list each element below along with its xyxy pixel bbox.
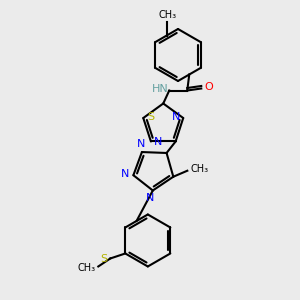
Text: O: O: [204, 82, 213, 92]
Text: N: N: [172, 112, 180, 122]
Text: N: N: [146, 194, 154, 203]
Text: N: N: [154, 137, 162, 148]
Text: S: S: [101, 254, 108, 265]
Text: CH₃: CH₃: [77, 263, 95, 274]
Text: S: S: [148, 112, 155, 122]
Text: CH₃: CH₃: [190, 164, 208, 174]
Text: CH₃: CH₃: [159, 11, 177, 20]
Text: N: N: [121, 169, 130, 179]
Text: HN: HN: [152, 83, 169, 94]
Text: N: N: [137, 139, 145, 149]
